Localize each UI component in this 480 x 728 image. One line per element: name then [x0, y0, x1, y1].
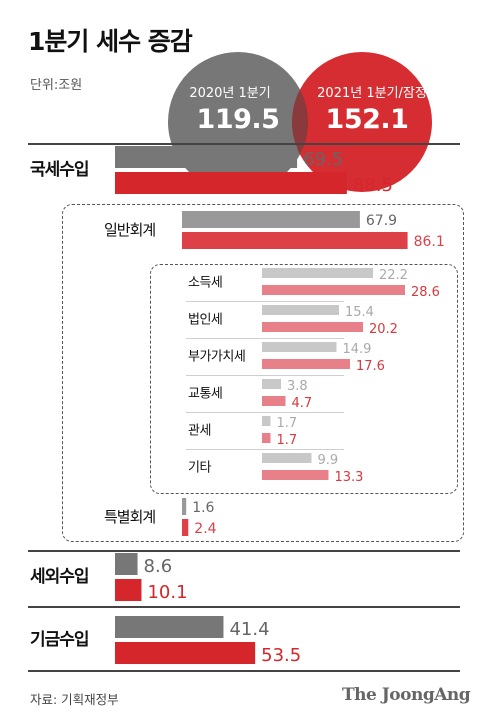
transport-tax-2021-bar: [262, 396, 286, 406]
customs-2021-bar: [262, 433, 271, 443]
other-2021-value: 13.3: [335, 470, 364, 485]
transport-tax-2020-value: 3.8: [287, 379, 308, 394]
special-account-2020-value: 1.6: [192, 500, 214, 516]
special-account-label: 특별회계: [104, 508, 155, 526]
corporate-tax-label: 법인세: [188, 313, 222, 328]
chart-title: 1분기 세수 증감: [28, 27, 193, 56]
vat-2020-value: 14.9: [343, 342, 372, 357]
corporate-tax-2021-bar: [262, 322, 363, 332]
divider-top: [28, 143, 460, 145]
customs-2020-value: 1.7: [277, 416, 298, 431]
corporate-tax-2020-value: 15.4: [345, 305, 374, 320]
other-2020-bar: [262, 453, 312, 463]
non-tax-2021-bar: [115, 579, 142, 601]
total-2021-label: 2021년 1분기/잠정: [317, 86, 427, 101]
national-tax-2021-bar: [115, 172, 347, 194]
national-tax-2020-value: 69.5: [303, 149, 343, 170]
fund-2020-bar: [115, 616, 224, 638]
unit-label: 단위:조원: [30, 78, 83, 93]
income-tax-2021-value: 28.6: [411, 285, 440, 300]
fund-label: 기금수입: [30, 630, 89, 650]
income-tax-2020-bar: [262, 268, 373, 278]
vat-label: 부가가치세: [188, 350, 245, 365]
general-account-label: 일반회계: [104, 221, 155, 239]
customs-2020-bar: [262, 416, 271, 426]
divider-bottom: [28, 670, 460, 672]
income-tax-label: 소득세: [188, 276, 222, 291]
total-2021-circle: [292, 52, 432, 192]
customs-label: 관세: [188, 424, 211, 439]
general-account-2021-bar: [182, 232, 408, 249]
general-account-2020-value: 67.9: [366, 213, 397, 229]
item-divider: [186, 301, 344, 302]
income-tax-2020-value: 22.2: [379, 268, 408, 283]
other-label: 기타: [188, 461, 211, 476]
item-divider: [186, 412, 344, 413]
vat-2021-value: 17.6: [356, 359, 385, 374]
transport-tax-2020-bar: [262, 379, 281, 389]
fund-2021-value: 53.5: [261, 645, 301, 666]
national-tax-2021-value: 88.5: [353, 175, 393, 196]
general-account-items-box: [150, 264, 458, 494]
item-divider: [186, 375, 344, 376]
vat-2021-bar: [262, 359, 350, 369]
brand-logo: The JoongAng: [342, 685, 471, 705]
national-tax-label: 국세수입: [30, 160, 89, 180]
total-2020-value: 119.5: [196, 104, 280, 135]
special-account-2021-bar: [182, 519, 189, 536]
non-tax-label: 세외수입: [30, 567, 89, 587]
total-2020-label: 2020년 1분기: [189, 86, 271, 101]
fund-2021-bar: [115, 642, 256, 664]
national-tax-2020-bar: [115, 146, 298, 168]
divider-2: [28, 606, 460, 608]
total-2021-value: 152.1: [325, 104, 409, 135]
item-divider: [186, 449, 344, 450]
non-tax-2021-value: 10.1: [147, 582, 187, 603]
vat-2020-bar: [262, 342, 337, 352]
transport-tax-2021-value: 4.7: [292, 396, 313, 411]
general-special-account-box: [62, 204, 464, 542]
non-tax-2020-value: 8.6: [144, 556, 173, 577]
income-tax-2021-bar: [262, 285, 405, 295]
source-note: 자료: 기획재정부: [30, 692, 119, 707]
general-account-2021-value: 86.1: [414, 234, 445, 250]
corporate-tax-2021-value: 20.2: [369, 322, 398, 337]
transport-tax-label: 교통세: [188, 387, 222, 402]
general-account-2020-bar: [182, 211, 360, 228]
item-divider: [186, 338, 344, 339]
other-2020-value: 9.9: [318, 453, 339, 468]
corporate-tax-2020-bar: [262, 305, 339, 315]
total-2020-circle: [168, 52, 308, 192]
customs-2021-value: 1.7: [277, 433, 298, 448]
divider-1: [28, 550, 460, 552]
special-account-2021-value: 2.4: [194, 521, 216, 537]
non-tax-2020-bar: [115, 553, 138, 575]
fund-2020-value: 41.4: [229, 619, 269, 640]
special-account-2020-bar: [182, 498, 187, 515]
other-2021-bar: [262, 470, 329, 480]
